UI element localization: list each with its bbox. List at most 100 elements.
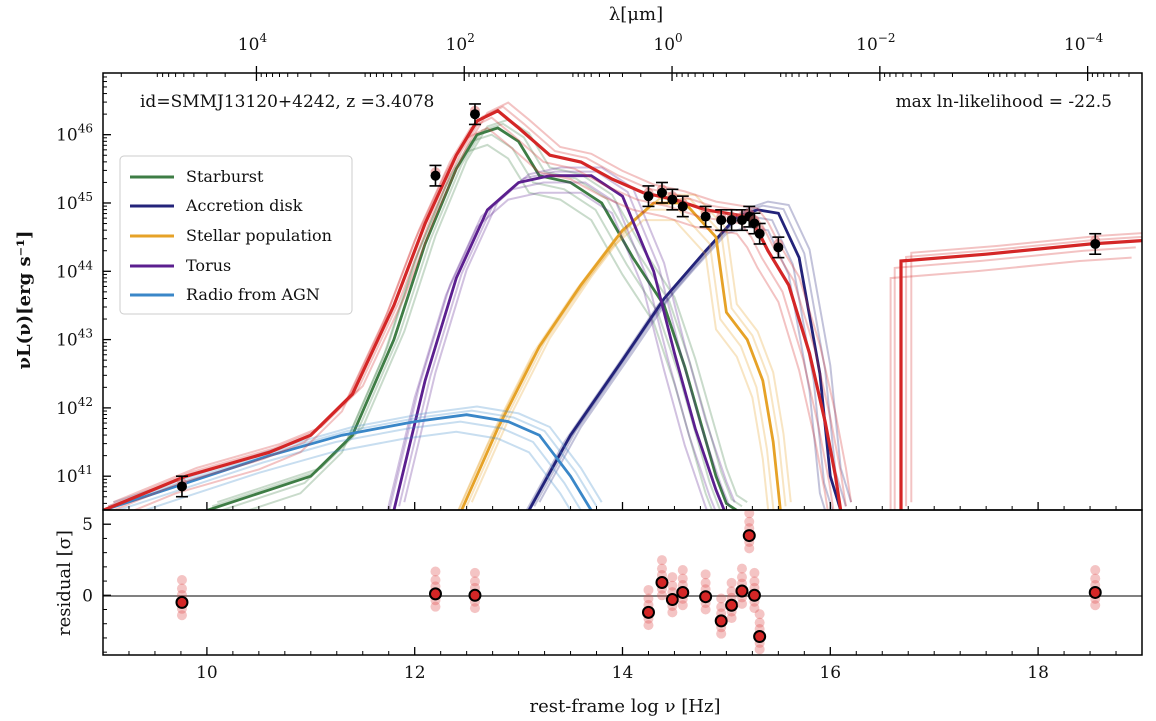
residual-y-tick-label: 0 — [82, 586, 93, 606]
residual-point-8 — [699, 569, 713, 615]
y-tick-label: 1041 — [56, 463, 93, 487]
top-tick-label: 102 — [446, 31, 475, 55]
residual-point-15 — [1088, 565, 1102, 611]
curve-torus-realization-4 — [386, 191, 708, 510]
residual-marker — [641, 605, 655, 619]
residual-point-11 — [735, 563, 749, 609]
x-axis-title: rest-frame log ν [Hz] — [530, 696, 721, 717]
residual-marker — [699, 590, 713, 604]
residual-sample — [716, 602, 727, 613]
data-point-marker — [754, 228, 765, 239]
legend-entry-starburst: Starburst — [130, 167, 264, 186]
residual-sample — [656, 563, 667, 574]
curve-accretion-disk — [527, 208, 843, 510]
residual-sample — [469, 603, 480, 614]
residual-sample — [726, 586, 737, 597]
residual-sample — [667, 607, 678, 618]
main-y-axis-title: νL(ν)[erg s⁻¹] — [14, 230, 35, 369]
residual-marker — [665, 593, 679, 607]
curve-total-realization-3 — [113, 101, 853, 504]
residual-y-axis-ticks: 50 — [82, 515, 111, 653]
residual-sample — [700, 577, 711, 588]
residual-point-12 — [742, 510, 756, 554]
curve-stellar-population — [460, 201, 782, 510]
residual-sample — [736, 572, 747, 583]
curve-starburst-realization-3 — [216, 118, 748, 504]
curve-total — [103, 108, 843, 510]
residual-sample — [754, 609, 765, 620]
legend-label-starburst: Starburst — [186, 167, 264, 186]
curve-radio-from-agn — [103, 413, 593, 510]
residual-sample — [430, 566, 441, 577]
legend-label-radio-from-agn: Radio from AGN — [186, 285, 320, 304]
residual-sample — [643, 593, 654, 604]
curve-torus — [392, 174, 726, 510]
top-tick-label: 10−4 — [1064, 31, 1104, 55]
curve-total-x-ray-realization-2 — [893, 246, 1136, 510]
x-tick-label: 18 — [1027, 663, 1049, 683]
residual-points — [175, 510, 1102, 655]
residual-marker — [753, 630, 767, 644]
curve-total-x-ray-realization-4 — [889, 256, 1132, 510]
data-point-9 — [715, 209, 728, 232]
data-point-3 — [468, 103, 481, 126]
data-point-14 — [753, 222, 766, 245]
sed-data-points — [175, 103, 1102, 498]
curve-stellar-population-realization-3 — [470, 193, 792, 503]
top-tick-label: 10−2 — [856, 31, 895, 55]
residual-point-6 — [665, 572, 679, 618]
residual-sample — [469, 576, 480, 587]
residual-sample — [700, 569, 711, 580]
residual-marker — [742, 529, 756, 543]
residual-sample — [726, 613, 737, 624]
curve-total-x-ray-realization-3 — [910, 232, 1142, 503]
source-id-annotation: id=SMMJ13120+4242, z =3.4078 — [140, 92, 434, 112]
residual-sample — [643, 584, 654, 595]
curve-radio-from-agn-realization-1 — [107, 409, 598, 508]
data-point-6 — [666, 188, 679, 211]
y-tick-label: 1043 — [56, 327, 93, 351]
legend-box — [119, 155, 353, 315]
data-point-10 — [725, 209, 738, 232]
residual-marker — [714, 614, 728, 628]
residual-y-tick-label: 5 — [82, 515, 93, 535]
data-point-marker — [176, 481, 187, 492]
residual-sample — [749, 576, 760, 587]
sed-curves — [103, 101, 1142, 510]
legend-label-torus: Torus — [186, 256, 231, 275]
residual-sample — [176, 610, 187, 621]
residual-sample — [744, 543, 755, 554]
curve-starburst — [206, 126, 738, 510]
legend-entry-torus: Torus — [130, 256, 231, 275]
legend-label-accretion-disk: Accretion disk — [185, 196, 303, 215]
residual-sample — [176, 575, 187, 586]
curve-total-x-ray-realization-1 — [905, 235, 1142, 507]
residual-sample — [469, 567, 480, 578]
residual-sample — [677, 600, 688, 611]
residual-sample — [754, 617, 765, 628]
bottom-x-axis-ticks: 10 12 14 16 18 — [128, 502, 1117, 683]
residual-sample — [1090, 565, 1101, 576]
residual-sample — [656, 555, 667, 566]
data-point-marker — [726, 215, 737, 226]
residual-point-5 — [655, 555, 669, 601]
curve-total-x-ray — [899, 239, 1142, 510]
residual-sample — [677, 573, 688, 584]
residual-sample — [744, 510, 755, 519]
curve-stellar-population-realization-1 — [465, 197, 787, 507]
y-tick-label: 1044 — [56, 258, 93, 282]
data-point-marker — [773, 242, 784, 253]
residual-point-13 — [747, 567, 761, 614]
main-y-axis-ticks: 1041 1042 1043 1044 1045 1046 — [56, 76, 111, 504]
legend-entry-radio-from-agn: Radio from AGN — [130, 285, 320, 304]
residual-marker — [735, 584, 749, 598]
top-axis-title: λ[μm] — [609, 4, 663, 25]
top-tick-label: 100 — [653, 31, 682, 55]
residual-marker — [1088, 585, 1102, 599]
residual-point-10 — [725, 577, 739, 624]
data-point-marker — [1090, 238, 1101, 249]
data-point-marker — [430, 170, 441, 181]
residual-marker — [175, 595, 189, 609]
y-tick-label: 1046 — [56, 122, 93, 146]
curve-stellar-population-realization-4 — [457, 219, 770, 510]
